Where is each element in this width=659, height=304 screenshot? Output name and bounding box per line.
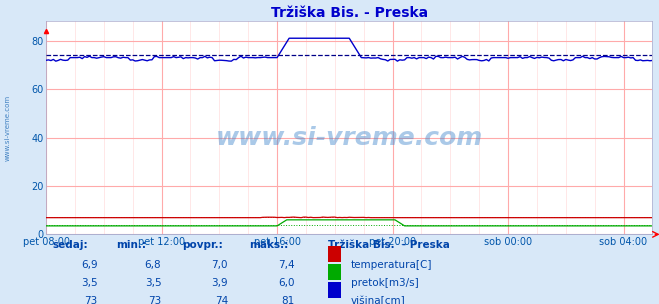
Text: www.si-vreme.com: www.si-vreme.com	[5, 95, 11, 161]
Text: 7,0: 7,0	[212, 260, 228, 270]
Text: Tržiška Bis.  - Preska: Tržiška Bis. - Preska	[328, 240, 450, 250]
Text: sedaj:: sedaj:	[52, 240, 88, 250]
Text: 6,0: 6,0	[278, 278, 295, 288]
Text: 6,8: 6,8	[145, 260, 161, 270]
Text: min.:: min.:	[116, 240, 146, 250]
Text: 74: 74	[215, 295, 228, 304]
Text: 3,9: 3,9	[212, 278, 228, 288]
Text: 81: 81	[281, 295, 295, 304]
Text: 6,9: 6,9	[81, 260, 98, 270]
Text: temperatura[C]: temperatura[C]	[351, 260, 432, 270]
Text: povpr.:: povpr.:	[183, 240, 223, 250]
Text: višina[cm]: višina[cm]	[351, 295, 406, 304]
Text: 7,4: 7,4	[278, 260, 295, 270]
Text: www.si-vreme.com: www.si-vreme.com	[215, 126, 483, 150]
Text: maks.:: maks.:	[249, 240, 289, 250]
Text: 73: 73	[148, 295, 161, 304]
Text: 3,5: 3,5	[145, 278, 161, 288]
Text: 3,5: 3,5	[81, 278, 98, 288]
Bar	[328, 246, 341, 262]
Title: Tržiška Bis. - Preska: Tržiška Bis. - Preska	[271, 6, 428, 20]
Bar	[328, 282, 341, 298]
Text: pretok[m3/s]: pretok[m3/s]	[351, 278, 419, 288]
Bar	[328, 264, 341, 280]
Text: 73: 73	[84, 295, 98, 304]
